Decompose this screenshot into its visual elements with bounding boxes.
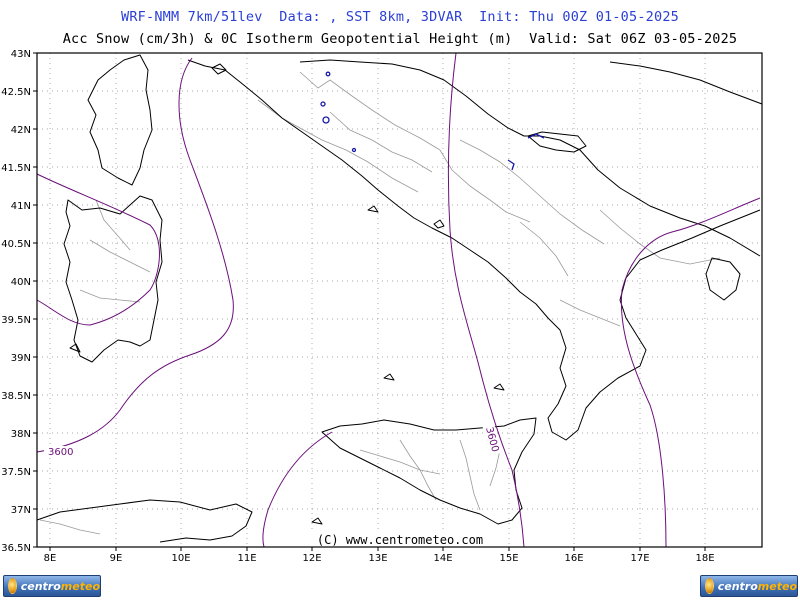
- coastlines: [36, 54, 763, 543]
- regional-borders: [39, 71, 721, 535]
- lat-tick-label: 43N: [11, 49, 31, 60]
- logo-text-a: centro: [20, 579, 61, 593]
- copyright-credit: (C) www.centrometeo.com: [317, 533, 483, 547]
- sicily-outline: [321, 417, 537, 525]
- centrometeo-logo-left[interactable]: centro meteo: [3, 575, 101, 597]
- lat-tick-label: 41.5N: [1, 163, 31, 174]
- lat-tick-label: 37.5N: [1, 467, 31, 478]
- contour-line-tyrrhenian: [36, 57, 234, 453]
- lon-tick-label: 11E: [237, 553, 256, 564]
- logo-text-b: meteo: [60, 579, 100, 593]
- lat-tick-label: 42N: [11, 125, 31, 136]
- lon-tick-label: 18E: [695, 553, 714, 564]
- lat-tick-label: 40N: [11, 277, 31, 288]
- globe-icon: [8, 578, 17, 594]
- salento-outline: [705, 257, 741, 301]
- lon-tick-label: 17E: [630, 553, 649, 564]
- gargano-outline: [527, 131, 587, 153]
- contour-line-east: [620, 197, 761, 548]
- lon-tick-label: 12E: [302, 553, 321, 564]
- sardinia-outline: [63, 195, 163, 363]
- peninsula-west-coast: [187, 59, 761, 441]
- isotherm-contours: [36, 52, 761, 548]
- map-frame: [36, 52, 763, 548]
- north-africa-coast: [36, 499, 253, 543]
- logo-text-b: meteo: [757, 579, 797, 593]
- logo-text-a: centro: [717, 579, 758, 593]
- lat-tick-label: 38.5N: [1, 391, 31, 402]
- lat-tick-label: 38N: [11, 429, 31, 440]
- balkan-coast: [609, 61, 763, 105]
- lat-tick-label: 37N: [11, 505, 31, 516]
- lon-tick-label: 10E: [171, 553, 190, 564]
- island-elba: [211, 63, 227, 75]
- map-grid: [37, 53, 762, 547]
- snow-areas: [320, 71, 545, 171]
- lat-tick-label: 36.5N: [1, 543, 31, 554]
- lon-tick-label: 8E: [44, 553, 57, 564]
- contour-label-west: 3600: [48, 447, 73, 458]
- lat-tick-label: 40.5N: [1, 239, 31, 250]
- lat-tick-label: 39N: [11, 353, 31, 364]
- lon-tick-label: 13E: [368, 553, 387, 564]
- contour-line-sicily: [262, 431, 333, 548]
- chart-title-variable-info: Acc Snow (cm/3h) & 0C Isotherm Geopotent…: [62, 31, 738, 47]
- lat-tick-label: 42.5N: [1, 87, 31, 98]
- centrometeo-logo-right[interactable]: centro meteo: [700, 575, 798, 597]
- lon-tick-label: 14E: [433, 553, 452, 564]
- contour-line-center: [447, 52, 525, 548]
- lat-tick-label: 41N: [11, 201, 31, 212]
- lon-tick-label: 15E: [499, 553, 518, 564]
- lat-tick-label: 39.5N: [1, 315, 31, 326]
- lon-tick-label: 16E: [564, 553, 583, 564]
- contour-line-west: [36, 173, 160, 326]
- lon-tick-label: 9E: [110, 553, 123, 564]
- chart-title-model-info: WRF-NMM 7km/51lev Data: , SST 8km, 3DVAR…: [121, 9, 679, 25]
- corsica-outline: [87, 54, 153, 186]
- globe-icon: [705, 578, 714, 594]
